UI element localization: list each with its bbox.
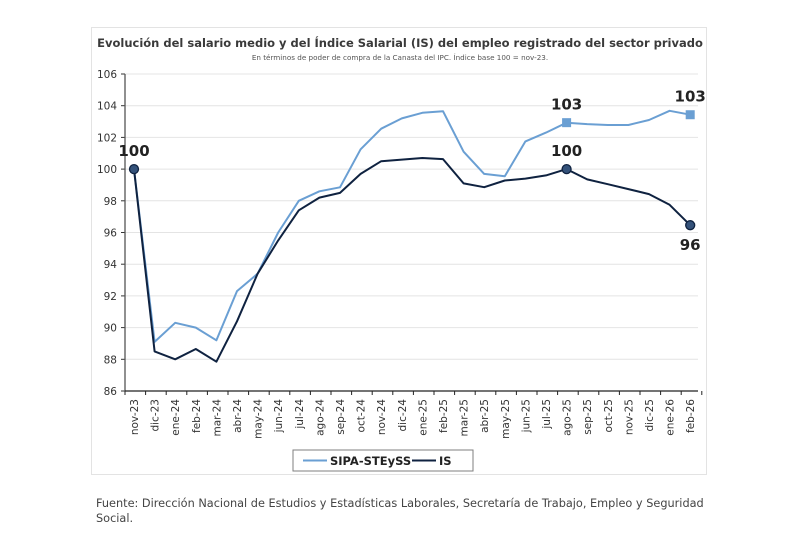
y-tick-label: 86: [104, 386, 118, 398]
x-tick-label: nov-23: [129, 399, 141, 435]
x-tick-label: dic-24: [397, 399, 409, 432]
source-text: Dirección Nacional de Estudios y Estadís…: [96, 497, 704, 525]
x-tick-label: dic-25: [644, 399, 656, 432]
x-tick-label: abr-24: [232, 399, 244, 433]
x-tick-label: ago-25: [562, 399, 574, 436]
source-prefix: Fuente:: [96, 497, 139, 510]
marker-circle: [561, 163, 572, 175]
x-tick-label: jul-24: [294, 399, 306, 430]
data-labels: 103 103 100 100 96: [118, 88, 706, 254]
x-tick-label: ene-25: [417, 399, 429, 436]
x-tick-label: feb-25: [438, 399, 450, 433]
source-note: Fuente: Dirección Nacional de Estudios y…: [96, 496, 736, 526]
x-tick-label: jun-24: [273, 399, 285, 434]
x-tick-label: oct-25: [603, 399, 615, 432]
x-tick-label: may-24: [253, 399, 265, 439]
y-tick-label: 100: [97, 164, 117, 176]
x-tick-label: ene-26: [665, 399, 677, 436]
data-label: 100: [551, 142, 582, 160]
x-tick-label: nov-25: [623, 399, 635, 435]
series-line-is: [133, 157, 691, 363]
y-tick-label: 90: [104, 323, 117, 335]
chart-frame: Evolución del salario medio y del Índice…: [91, 27, 707, 475]
y-tick-label: 94: [104, 259, 118, 271]
legend-box: [292, 449, 474, 472]
y-tick-label: 102: [97, 132, 117, 144]
x-tick-label: nov-24: [376, 399, 388, 435]
series-line-sipa: [133, 109, 691, 343]
y-tick-label: 96: [104, 228, 118, 240]
marker-circle: [128, 163, 140, 175]
x-tick-label: abr-25: [479, 399, 491, 433]
gridlines: [125, 73, 698, 360]
x-tick-label: oct-24: [356, 399, 368, 433]
x-tick-label: ene-24: [170, 399, 182, 436]
x-tick-label: jul-25: [541, 399, 553, 430]
data-label: 103: [551, 96, 582, 114]
legend: SIPA-STEySS IS: [292, 449, 474, 472]
marker-circle: [685, 220, 696, 231]
x-tick-label: feb-24: [191, 399, 203, 433]
x-tick-label: feb-26: [685, 399, 697, 433]
x-tick-label: mar-24: [211, 399, 223, 437]
chart-title: Evolución del salario medio y del Índice…: [97, 35, 703, 50]
marker-square: [685, 110, 695, 120]
marker-square: [562, 118, 572, 128]
line-chart: Evolución del salario medio y del Índice…: [97, 35, 706, 472]
legend-label-sipa: SIPA-STEySS: [330, 454, 411, 468]
y-tick-label: 106: [97, 69, 117, 81]
y-tick-label: 98: [104, 196, 117, 208]
x-tick-label: ago-24: [314, 399, 326, 436]
data-label: 103: [675, 88, 706, 106]
x-tick-label: jun-25: [520, 399, 532, 433]
y-tick-label: 104: [97, 101, 117, 113]
data-label: 100: [118, 142, 149, 160]
data-label: 96: [680, 236, 701, 254]
chart-subtitle: En términos de poder de compra de la Can…: [252, 53, 548, 62]
x-tick-label: dic-23: [150, 399, 162, 432]
x-tick-label: may-25: [500, 399, 512, 439]
x-tick-label: mar-25: [459, 399, 471, 436]
legend-label-is: IS: [439, 454, 452, 468]
y-tick-label: 92: [104, 291, 117, 303]
series: [128, 109, 696, 363]
x-tick-label: sep-24: [335, 399, 347, 435]
x-tick-label: sep-25: [582, 399, 594, 435]
y-tick-label: 88: [104, 354, 117, 366]
